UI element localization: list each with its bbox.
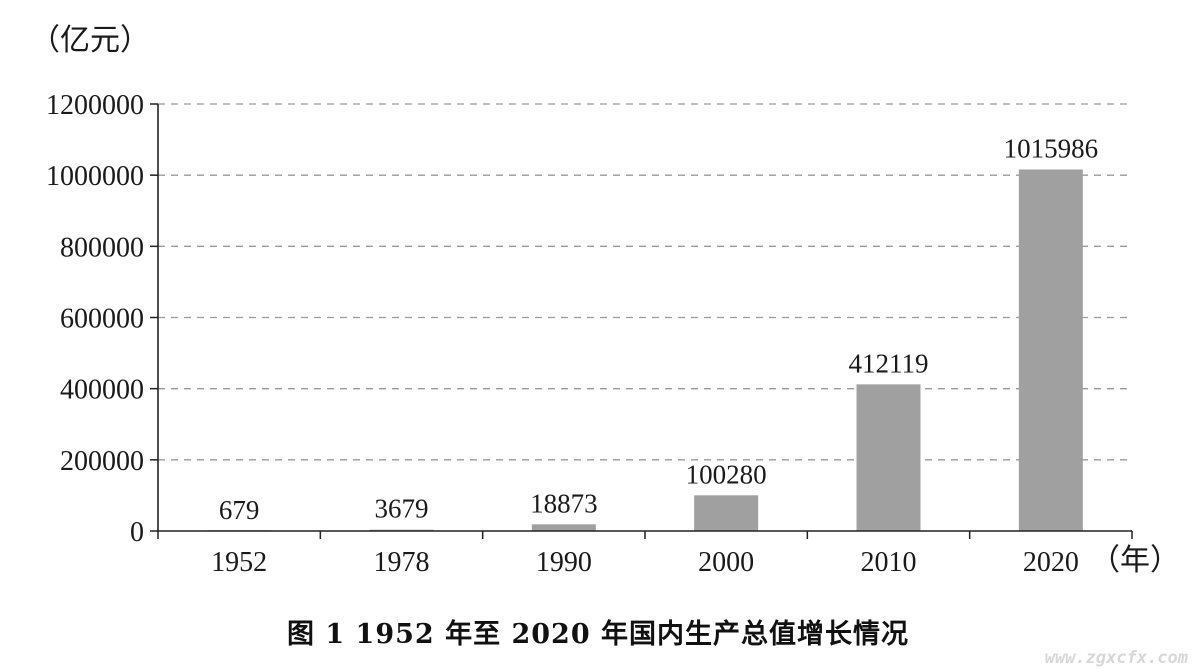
x-axis-unit: （年） <box>1090 544 1180 577</box>
data-label-2020: 1015986 <box>1004 133 1099 163</box>
data-label-1952: 679 <box>219 495 260 525</box>
y-tick-label: 1200000 <box>46 90 144 121</box>
y-tick-label: 400000 <box>60 375 144 406</box>
watermark: www.zgxcfx.com <box>1044 648 1188 668</box>
y-tick-label: 600000 <box>60 304 144 335</box>
x-tick-label-2010: 2010 <box>861 547 917 578</box>
data-label-1990: 18873 <box>530 488 598 518</box>
y-tick-label: 800000 <box>60 232 144 263</box>
data-labels: 679 3679 18873 100280 412119 1015986 <box>219 133 1098 524</box>
y-tick-labels: 0 200000 400000 600000 800000 1000000 1200000 <box>46 90 144 548</box>
data-label-2000: 100280 <box>686 459 767 489</box>
data-label-2010: 412119 <box>849 348 929 378</box>
x-tick-label-1952: 1952 <box>211 547 267 578</box>
x-tick-label-1990: 1990 <box>536 547 592 578</box>
x-tick-label-1978: 1978 <box>374 547 430 578</box>
y-tick-label: 1000000 <box>46 161 144 192</box>
gdp-bar-chart: （亿元） 0 200000 400000 600000 800000 1000000 120… <box>30 24 1180 578</box>
x-tick-label-2000: 2000 <box>698 547 754 578</box>
bar-2020 <box>1018 169 1083 531</box>
bar-1990 <box>531 524 596 531</box>
bar-2010 <box>856 384 921 531</box>
x-tick-labels: 1952 1978 1990 2000 2010 2020 <box>211 547 1079 578</box>
axes <box>150 103 1133 539</box>
gridlines <box>158 103 1132 461</box>
y-axis-unit: （亿元） <box>30 24 150 57</box>
bar-2000 <box>694 495 759 531</box>
data-label-1978: 3679 <box>375 494 429 524</box>
y-tick-label: 200000 <box>60 446 144 477</box>
y-tick-label: 0 <box>130 517 144 548</box>
x-tick-label-2020: 2020 <box>1023 547 1079 578</box>
chart-caption: 图 1 1952 年至 2020 年国内生产总值增长情况 <box>286 619 910 650</box>
bars <box>207 169 1083 531</box>
